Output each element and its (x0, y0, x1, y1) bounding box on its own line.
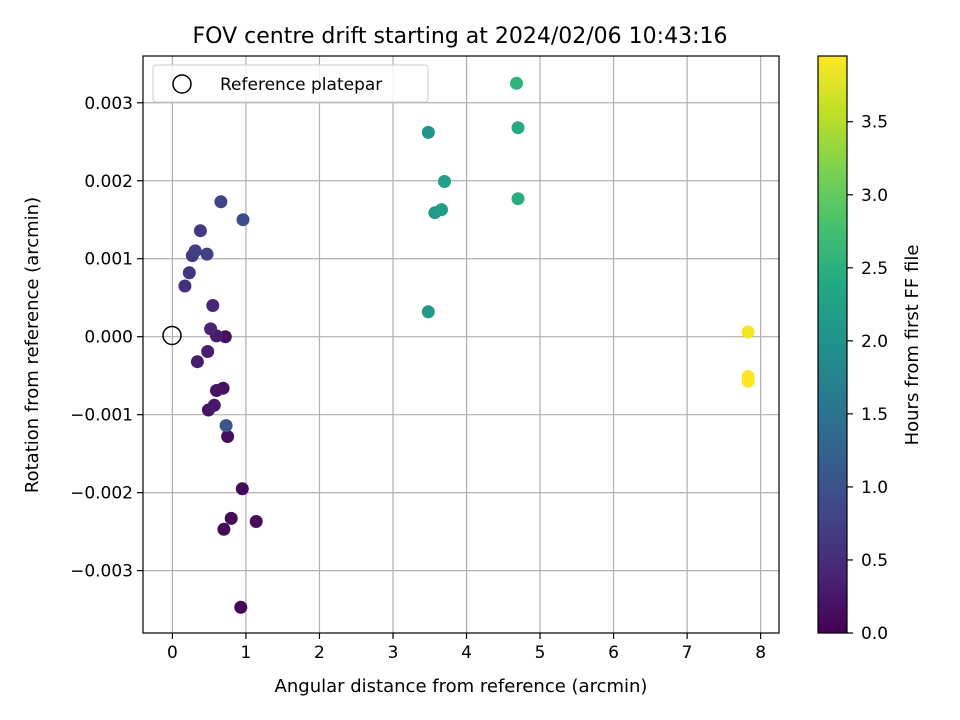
legend-box (152, 64, 429, 103)
colorbar (817, 55, 848, 634)
reference-point-marker (162, 325, 182, 346)
scatter-point (235, 482, 249, 496)
colorbar-tick-label: 3.0 (861, 186, 888, 206)
chart-title: FOV centre drift starting at 2024/02/06 … (193, 24, 728, 49)
scatter-point (217, 522, 231, 536)
scatter-point (511, 192, 525, 206)
y-axis-label: Rotation from reference (arcmin) (22, 197, 43, 493)
colorbar-tick-label: 2.5 (861, 259, 888, 279)
scatter-point (188, 244, 202, 258)
scatter-point (204, 322, 218, 336)
y-axis-ticks: 0.003 0.002 0.001 0.000 −0.001 −0.002 −0.003 (70, 94, 143, 582)
y-tick-label: 0.003 (84, 94, 133, 114)
scatter-point (207, 398, 221, 412)
scatter-point (178, 279, 192, 293)
y-tick-label: 0.000 (84, 328, 133, 348)
scatter-point (206, 299, 220, 312)
scatter-point (190, 355, 204, 369)
x-tick-label: 7 (682, 643, 693, 663)
legend-marker-reference (172, 74, 192, 94)
x-tick-label: 1 (241, 643, 252, 663)
colorbar-tick-label: 3.5 (861, 113, 888, 133)
scatter-point (511, 121, 525, 135)
colorbar-tick-label: 1.0 (861, 478, 888, 498)
x-tick-label: 5 (535, 643, 546, 663)
y-tick-label: 0.001 (84, 250, 133, 270)
scatter-point (219, 419, 233, 433)
y-tick-label: −0.002 (70, 484, 133, 504)
x-tick-label: 8 (755, 643, 766, 663)
legend-entry-reference: Reference platepar (220, 75, 382, 95)
scatter-point (741, 325, 755, 339)
grid-lines (143, 56, 779, 633)
scatter-point (435, 203, 448, 217)
scatter-point (201, 345, 215, 358)
colorbar-tick-label: 0.0 (861, 624, 888, 644)
y-tick-label: −0.001 (70, 406, 133, 426)
scatter-point (741, 374, 755, 388)
colorbar-label: Hours from first FF file (902, 245, 923, 446)
y-tick-label: 0.002 (84, 172, 133, 192)
scatter-point (234, 600, 248, 614)
legend: Reference platepar (152, 64, 429, 103)
scatter-point (214, 195, 228, 209)
scatter-point (182, 266, 196, 280)
colorbar-ticks: 0.0 0.5 1.0 1.5 2.0 2.5 3.0 3.5 (847, 113, 888, 644)
scatter-point (236, 213, 250, 227)
scatter-point (193, 224, 207, 238)
plot-frame (142, 55, 780, 634)
x-tick-label: 2 (314, 643, 325, 663)
y-tick-label: −0.003 (70, 562, 133, 582)
x-tick-label: 6 (608, 643, 619, 663)
x-tick-label: 3 (388, 643, 399, 663)
colorbar-tick-label: 0.5 (861, 551, 888, 571)
x-tick-label: 0 (167, 643, 178, 663)
colorbar-tick-label: 2.0 (861, 332, 888, 352)
x-axis-label: Angular distance from reference (arcmin) (275, 676, 648, 697)
x-axis-ticks: 0 1 2 3 4 5 6 7 8 (167, 633, 766, 663)
scatter-point (224, 511, 238, 525)
scatter-point (216, 381, 230, 395)
scatter-point (421, 125, 435, 139)
scatter-point (200, 247, 214, 261)
x-tick-label: 4 (461, 643, 472, 663)
scatter-point (421, 305, 435, 319)
data-points (178, 76, 755, 614)
scatter-point (438, 175, 451, 188)
scatter-point (249, 515, 263, 528)
scatter-point (221, 430, 235, 443)
scatter-point (510, 76, 523, 90)
colorbar-tick-label: 1.5 (861, 405, 888, 425)
